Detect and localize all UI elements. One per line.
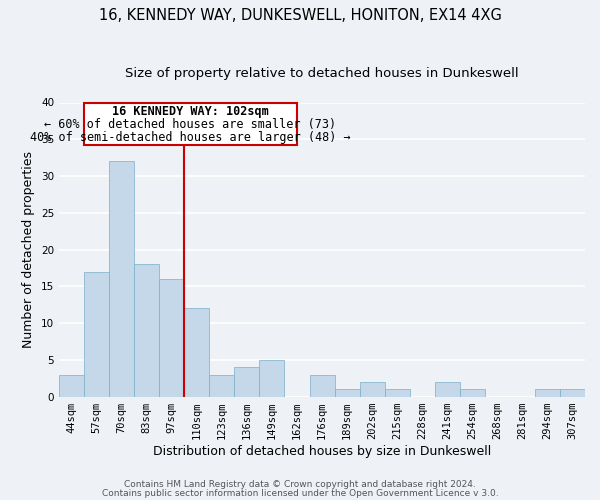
Bar bbox=[184, 308, 209, 396]
FancyBboxPatch shape bbox=[84, 102, 297, 145]
Title: Size of property relative to detached houses in Dunkeswell: Size of property relative to detached ho… bbox=[125, 68, 519, 80]
X-axis label: Distribution of detached houses by size in Dunkeswell: Distribution of detached houses by size … bbox=[153, 444, 491, 458]
Text: 16 KENNEDY WAY: 102sqm: 16 KENNEDY WAY: 102sqm bbox=[112, 105, 269, 118]
Bar bbox=[335, 389, 359, 396]
Bar bbox=[560, 389, 585, 396]
Bar bbox=[209, 374, 235, 396]
Bar bbox=[359, 382, 385, 396]
Bar bbox=[59, 374, 84, 396]
Text: Contains public sector information licensed under the Open Government Licence v : Contains public sector information licen… bbox=[101, 489, 499, 498]
Bar bbox=[235, 367, 259, 396]
Text: 40% of semi-detached houses are larger (48) →: 40% of semi-detached houses are larger (… bbox=[30, 132, 351, 144]
Bar bbox=[460, 389, 485, 396]
Text: ← 60% of detached houses are smaller (73): ← 60% of detached houses are smaller (73… bbox=[44, 118, 337, 131]
Bar bbox=[435, 382, 460, 396]
Text: Contains HM Land Registry data © Crown copyright and database right 2024.: Contains HM Land Registry data © Crown c… bbox=[124, 480, 476, 489]
Bar bbox=[535, 389, 560, 396]
Bar bbox=[310, 374, 335, 396]
Bar bbox=[259, 360, 284, 397]
Text: 16, KENNEDY WAY, DUNKESWELL, HONITON, EX14 4XG: 16, KENNEDY WAY, DUNKESWELL, HONITON, EX… bbox=[98, 8, 502, 22]
Bar bbox=[84, 272, 109, 396]
Bar bbox=[109, 162, 134, 396]
Bar bbox=[159, 279, 184, 396]
Bar bbox=[134, 264, 159, 396]
Y-axis label: Number of detached properties: Number of detached properties bbox=[22, 151, 35, 348]
Bar bbox=[385, 389, 410, 396]
